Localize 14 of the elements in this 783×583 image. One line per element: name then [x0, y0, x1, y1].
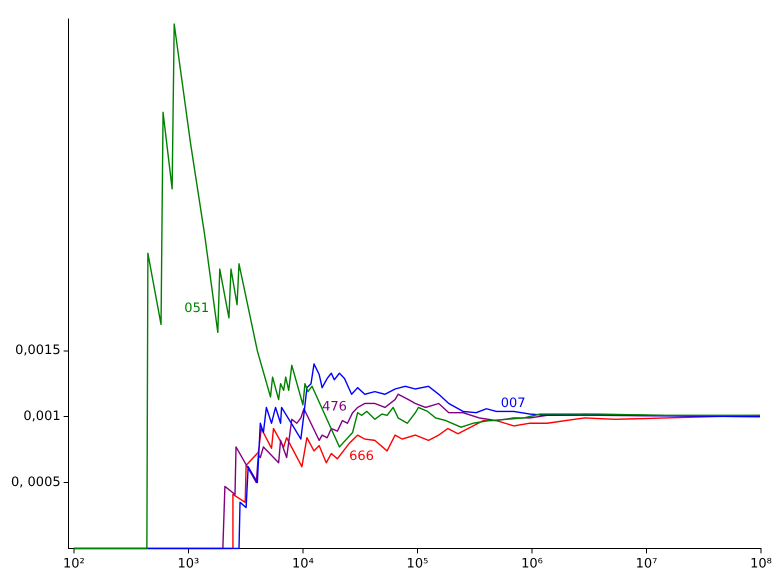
x-tick-label: 10⁷: [636, 556, 658, 572]
series-label: 666: [349, 449, 374, 464]
x-tick-label: 10²: [62, 556, 85, 572]
x-tick-label: 10⁶: [521, 556, 543, 572]
y-tick-label: 0,001: [23, 409, 61, 424]
series-label: 476: [322, 399, 347, 414]
series-label: 051: [184, 300, 210, 316]
x-tick-label: 10⁸: [750, 556, 772, 572]
x-tick-label: 10³: [178, 556, 200, 572]
x-tick-label: 10⁴: [292, 556, 314, 572]
y-tick-label: 0,0015: [15, 343, 61, 358]
y-tick-label: 0, 0005: [10, 474, 61, 490]
x-tick-label: 10⁵: [406, 556, 428, 572]
series-label: 007: [500, 396, 526, 412]
